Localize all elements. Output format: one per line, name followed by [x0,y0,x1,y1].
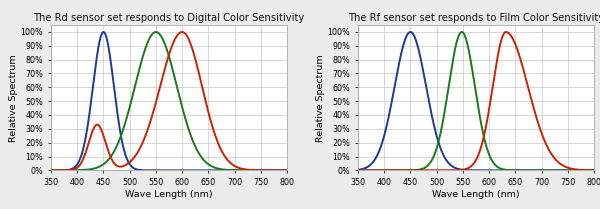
X-axis label: Wave Length (nm): Wave Length (nm) [432,190,520,199]
X-axis label: Wave Length (nm): Wave Length (nm) [125,190,213,199]
Y-axis label: Relative Spectrum: Relative Spectrum [316,54,325,141]
Title: The Rd sensor set responds to Digital Color Sensitivity: The Rd sensor set responds to Digital Co… [34,13,305,23]
Y-axis label: Relative Spectrum: Relative Spectrum [9,54,18,141]
Title: The Rf sensor set responds to Film Color Sensitivity: The Rf sensor set responds to Film Color… [348,13,600,23]
